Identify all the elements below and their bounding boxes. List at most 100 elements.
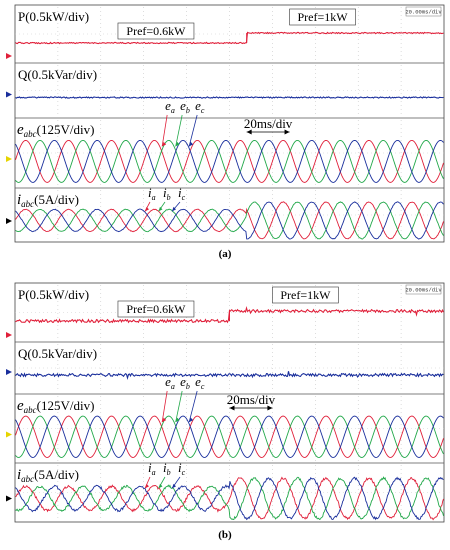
time-scale-arrow-right — [284, 129, 290, 135]
ground-marker — [6, 53, 12, 59]
trace-iabc-phase-a-label-sub: a — [152, 193, 156, 202]
trace-iabc-phase-b-arrowhead — [158, 483, 163, 489]
trace-eabc-phase-c-label-main: e — [195, 98, 201, 113]
trace-q-label: Q(0.5kVar/div) — [18, 346, 97, 361]
trace-eabc-phase-b-label-sub: b — [186, 382, 190, 391]
trace-iabc-phase-b-label-main: i — [163, 460, 167, 475]
trace-eabc-label: eabc(125V/div) — [17, 122, 94, 139]
trace-eabc-phase-c-label-sub: c — [201, 106, 205, 115]
scope-panel-a: 20.00ms/div P(0.5kW/div) Pref=0.6kW Pref=1k… — [6, 4, 445, 260]
trace-eabc-phase-c-label: ec — [195, 374, 205, 391]
trace-iabc-label-main: i — [17, 467, 21, 483]
trace-eabc-phase-c-label-main: e — [195, 374, 201, 389]
trace-eabc-label-scale: (125V/div) — [37, 122, 95, 137]
trace-eabc-phase-b-arrowhead — [175, 141, 180, 147]
trace-iabc-phase-c-arrowhead — [171, 206, 176, 212]
trace-eabc-phase-b-label: eb — [180, 374, 190, 391]
pref-before-box — [117, 22, 195, 40]
trace-eabc-label-main: e — [17, 122, 24, 138]
pref-before-box — [117, 300, 195, 318]
trace-eabc-label-main: e — [17, 398, 24, 414]
ground-marker — [6, 218, 12, 224]
trace-iabc-phase-b-label: ib — [163, 185, 171, 202]
trace-iabc-phase-c-label-main: i — [178, 460, 182, 475]
timebase-badge-box — [405, 284, 442, 295]
trace-iabc-phase-c-arrowhead — [171, 483, 176, 489]
timebase-badge: 20.00ms/div — [405, 9, 442, 16]
trace-eabc-phase-b-label-main: e — [180, 98, 186, 113]
trace-p-waveform — [15, 31, 444, 45]
trace-iabc-phase-b-waveform — [15, 201, 444, 240]
trace-eabc-label-scale: (125V/div) — [37, 398, 95, 413]
trace-iabc-phase-a-label-main: i — [148, 185, 152, 200]
trace-iabc-phase-c-label-main: i — [178, 185, 182, 200]
trace-eabc-phase-a-label-sub: a — [171, 106, 175, 115]
trace-iabc-phase-c-label: ic — [178, 460, 186, 477]
trace-eabc-phase-b-label: eb — [180, 98, 190, 115]
trace-iabc-phase-a-waveform — [15, 476, 444, 521]
ground-marker — [6, 91, 12, 98]
pref-before-label: Pref=0.6kW — [126, 24, 186, 38]
ground-marker — [6, 431, 12, 438]
trace-iabc-phase-c-waveform — [15, 476, 444, 521]
trace-iabc-phase-a-arrowhead — [144, 206, 149, 212]
trace-p-waveform — [15, 305, 445, 324]
panel-caption: (a) — [219, 248, 232, 260]
trace-eabc-phase-c-arrowhead — [189, 417, 194, 423]
trace-eabc-label-sub: abc — [24, 129, 37, 139]
trace-eabc-phase-c-waveform — [15, 139, 444, 183]
trace-eabc-phase-c-arrow — [188, 114, 198, 147]
trace-iabc-phase-c-label: ic — [178, 185, 186, 202]
trace-iabc-phase-a-label: ia — [148, 185, 156, 202]
trace-p-label: P(0.5kW/div) — [18, 287, 89, 302]
trace-eabc-phase-a-waveform — [15, 415, 444, 458]
trace-iabc-label-scale: (5A/div) — [34, 192, 79, 207]
trace-iabc-phase-b-label-sub: b — [167, 468, 171, 477]
trace-q-label: Q(0.5kVar/div) — [18, 67, 97, 82]
trace-iabc-phase-b-label-main: i — [163, 185, 167, 200]
trace-eabc-phase-b-label-sub: b — [186, 106, 190, 115]
trace-eabc-phase-a-label: ea — [165, 374, 175, 391]
trace-iabc-phase-a-label-main: i — [148, 460, 152, 475]
trace-p-label: P(0.5kW/div) — [18, 9, 89, 24]
trace-eabc-phase-c-waveform — [15, 415, 444, 458]
trace-eabc-phase-a-arrow — [161, 390, 168, 423]
trace-iabc-phase-a-arrowhead — [144, 483, 149, 489]
panel-caption: (b) — [218, 529, 232, 541]
trace-eabc-phase-c-label: ec — [195, 98, 205, 115]
trace-eabc-phase-b-arrow — [175, 390, 183, 423]
trace-eabc-phase-a-arrow — [161, 114, 168, 147]
pref-before-label: Pref=0.6kW — [126, 302, 186, 316]
time-scale-label: 20ms/div — [244, 116, 293, 131]
ground-marker — [6, 369, 12, 375]
timebase-badge-box — [405, 6, 442, 17]
pref-after-label: Pref=1kW — [298, 10, 349, 24]
trace-q-waveform — [15, 96, 444, 99]
trace-iabc-label-sub: abc — [21, 474, 34, 484]
trace-eabc-phase-a-arrowhead — [162, 417, 167, 423]
trace-iabc-phase-b-arrowhead — [158, 206, 163, 212]
trace-iabc-phase-c-label-sub: c — [182, 468, 186, 477]
trace-eabc-phase-a-label: ea — [165, 98, 175, 115]
ground-marker — [6, 332, 12, 338]
pref-after-box — [289, 8, 356, 26]
time-scale-arrow-left — [246, 129, 252, 135]
trace-eabc-label-sub: abc — [24, 405, 37, 415]
trace-eabc-phase-b-waveform — [15, 415, 444, 458]
trace-eabc-phase-a-label-main: e — [165, 374, 171, 389]
scope-panel-b: 20.00ms/div P(0.5kW/div) Pref=0.6kW Pref=1k… — [6, 282, 445, 541]
trace-eabc-phase-b-arrow — [175, 114, 183, 147]
trace-iabc-phase-a-label-sub: a — [152, 468, 156, 477]
trace-q-waveform — [15, 371, 444, 380]
trace-iabc-phase-b-label: ib — [163, 460, 171, 477]
time-scale-arrow-right — [267, 405, 273, 411]
trace-eabc-phase-b-waveform — [15, 139, 444, 183]
time-scale-label: 20ms/div — [227, 392, 276, 407]
trace-iabc-phase-a-label: ia — [148, 460, 156, 477]
trace-iabc-label-scale: (5A/div) — [34, 467, 79, 482]
timebase-badge: 20.00ms/div — [405, 287, 442, 294]
trace-iabc-phase-a-waveform — [15, 201, 444, 240]
trace-eabc-phase-c-arrow — [188, 390, 198, 423]
pref-after-box — [272, 286, 339, 304]
